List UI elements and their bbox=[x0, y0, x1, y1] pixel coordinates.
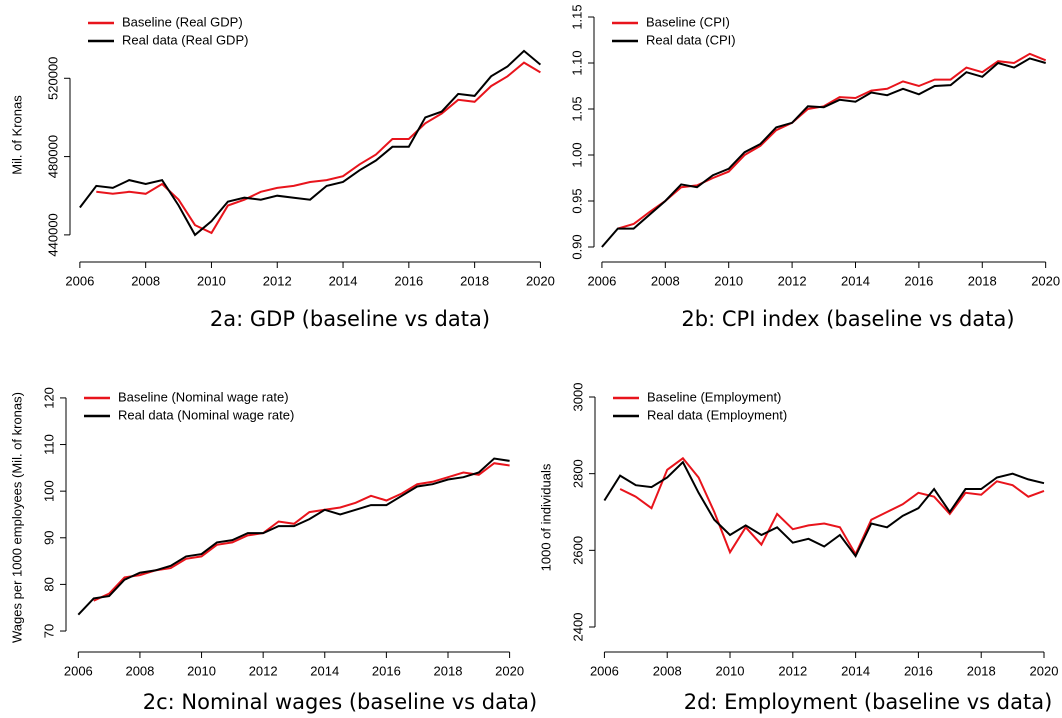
panel-caption: 2d: Employment (baseline vs data) bbox=[684, 690, 1053, 714]
x-tick-label: 2012 bbox=[778, 663, 807, 678]
y-tick-label: 1.10 bbox=[569, 50, 584, 75]
legend-label: Baseline (CPI) bbox=[646, 14, 730, 29]
panel-caption: 2a: GDP (baseline vs data) bbox=[210, 307, 490, 331]
x-tick-label: 2008 bbox=[653, 663, 682, 678]
y-tick-label: 70 bbox=[41, 624, 56, 638]
series-line bbox=[601, 57, 1046, 248]
series-line bbox=[93, 462, 510, 602]
x-tick-label: 2020 bbox=[1030, 663, 1059, 678]
x-tick-label: 2006 bbox=[65, 273, 94, 288]
y-axis-label: 1000 of individuals bbox=[538, 463, 553, 571]
y-tick-label: 1.05 bbox=[569, 96, 584, 121]
y-axis-label: Mil. of Kronas bbox=[9, 95, 24, 175]
y-tick-label: 520000 bbox=[45, 57, 60, 100]
x-tick-label: 2014 bbox=[329, 273, 358, 288]
panel-caption: 2c: Nominal wages (baseline vs data) bbox=[143, 690, 537, 714]
x-tick-label: 2006 bbox=[587, 273, 616, 288]
x-tick-label: 2018 bbox=[967, 663, 996, 678]
x-tick-label: 2014 bbox=[841, 273, 870, 288]
x-tick-label: 2012 bbox=[263, 273, 292, 288]
x-tick-label: 2016 bbox=[904, 663, 933, 678]
x-tick-label: 2018 bbox=[434, 663, 463, 678]
y-tick-label: 110 bbox=[41, 434, 56, 455]
legend-label: Baseline (Employment) bbox=[647, 389, 781, 404]
x-tick-label: 2006 bbox=[590, 663, 619, 678]
series-line bbox=[617, 52, 1047, 230]
x-tick-label: 2014 bbox=[841, 663, 870, 678]
series-line bbox=[619, 456, 1045, 557]
x-tick-label: 2014 bbox=[310, 663, 339, 678]
y-tick-label: 2400 bbox=[570, 613, 585, 642]
legend-label: Real data (Employment) bbox=[647, 407, 787, 422]
legend-label: Baseline (Nominal wage rate) bbox=[118, 389, 289, 404]
legend-label: Baseline (Real GDP) bbox=[122, 14, 243, 29]
x-tick-label: 2018 bbox=[968, 273, 997, 288]
series-line bbox=[77, 457, 510, 616]
y-tick-label: 80 bbox=[41, 577, 56, 591]
x-tick-label: 2008 bbox=[125, 663, 154, 678]
x-tick-label: 2016 bbox=[372, 663, 401, 678]
x-tick-label: 2020 bbox=[495, 663, 524, 678]
legend-label: Real data (Real GDP) bbox=[122, 32, 248, 47]
y-axis-label: Wages per 1000 employees (Mil. of kronas… bbox=[9, 392, 24, 643]
y-tick-label: 100 bbox=[41, 480, 56, 502]
y-tick-label: 0.90 bbox=[569, 234, 584, 259]
y-tick-label: 120 bbox=[41, 387, 56, 409]
x-tick-label: 2010 bbox=[187, 663, 216, 678]
x-tick-label: 2010 bbox=[714, 273, 743, 288]
x-tick-label: 2008 bbox=[131, 273, 160, 288]
y-tick-label: 0.95 bbox=[569, 188, 584, 213]
series-line bbox=[96, 61, 541, 235]
y-tick-label: 440000 bbox=[45, 213, 60, 256]
x-tick-label: 2012 bbox=[249, 663, 278, 678]
legend-label: Real data (CPI) bbox=[646, 32, 736, 47]
x-tick-label: 2010 bbox=[197, 273, 226, 288]
y-tick-label: 1.15 bbox=[569, 4, 584, 29]
x-tick-label: 2016 bbox=[904, 273, 933, 288]
y-tick-label: 90 bbox=[41, 531, 56, 545]
series-line bbox=[79, 49, 542, 237]
y-tick-label: 480000 bbox=[45, 135, 60, 178]
y-tick-label: 1.00 bbox=[569, 142, 584, 167]
legend-label: Real data (Nominal wage rate) bbox=[118, 407, 294, 422]
x-tick-label: 2018 bbox=[460, 273, 489, 288]
x-tick-label: 2016 bbox=[394, 273, 423, 288]
series-line bbox=[603, 460, 1045, 559]
x-tick-label: 2006 bbox=[64, 663, 93, 678]
y-tick-label: 3000 bbox=[570, 383, 585, 412]
y-tick-label: 2800 bbox=[570, 459, 585, 488]
y-tick-label: 2600 bbox=[570, 536, 585, 565]
x-tick-label: 2012 bbox=[778, 273, 807, 288]
panel-caption: 2b: CPI index (baseline vs data) bbox=[681, 307, 1014, 331]
x-tick-label: 2020 bbox=[1031, 273, 1060, 288]
x-tick-label: 2008 bbox=[651, 273, 680, 288]
x-tick-label: 2020 bbox=[526, 273, 555, 288]
x-tick-label: 2010 bbox=[716, 663, 745, 678]
